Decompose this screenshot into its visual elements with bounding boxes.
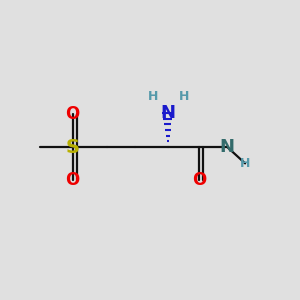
Text: H: H: [240, 157, 250, 170]
Text: N: N: [220, 138, 235, 156]
Text: O: O: [66, 105, 80, 123]
Text: N: N: [160, 104, 175, 122]
Text: O: O: [192, 171, 206, 189]
Text: H: H: [178, 90, 189, 103]
Text: H: H: [148, 90, 158, 103]
Text: S: S: [66, 137, 80, 157]
Text: O: O: [66, 171, 80, 189]
